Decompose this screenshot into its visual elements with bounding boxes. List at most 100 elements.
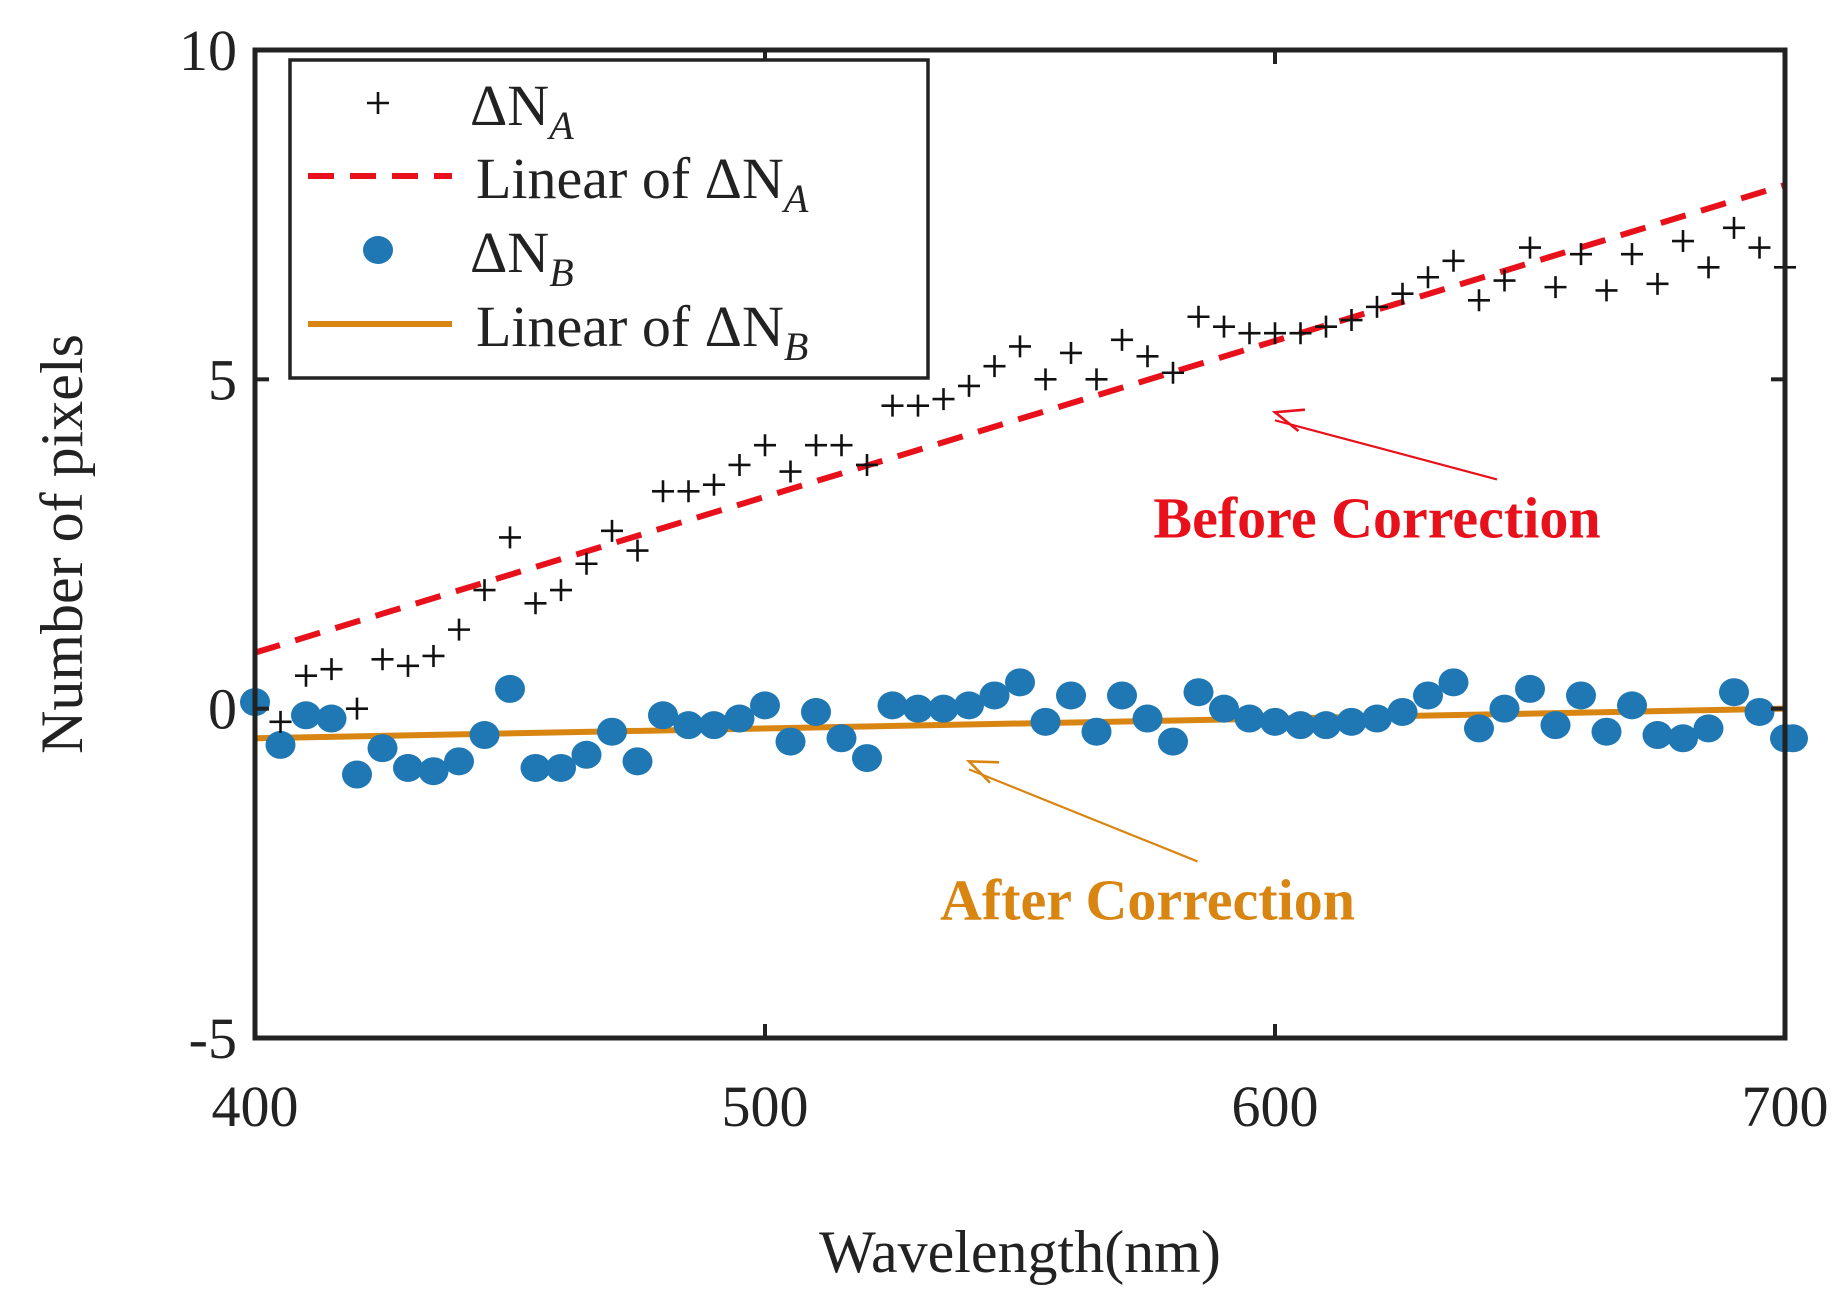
delta-nb-point [750,691,780,720]
delta-nb-point [1566,681,1596,710]
delta-na-point [805,434,827,457]
series-layer [240,182,1808,789]
delta-nb-point [877,691,908,720]
delta-na-point [1595,279,1618,302]
delta-nb-point [1081,717,1112,746]
delta-na-point [295,664,317,687]
y-tick-label: 5 [208,347,237,412]
delta-na-point [1009,335,1031,358]
delta-na-point [1187,305,1210,328]
delta-nb-point [954,691,984,720]
linear-fit-b-line [254,705,1786,742]
delta-na-point [346,697,368,720]
delta-na-point [1442,249,1465,272]
x-tick-label: 600 [1232,1074,1319,1139]
delta-na-point [1723,216,1745,239]
delta-na-point [779,460,802,483]
annotation-text: Before Correction [1153,485,1600,550]
delta-nb-point [1336,707,1367,736]
delta-na-point [626,539,649,562]
delta-na-point [1213,315,1235,338]
legend-label-subscript: B [549,250,573,295]
linear-fit-a-line [254,182,1786,656]
delta-na-point [601,519,623,542]
delta-nb-point [1158,727,1188,756]
delta-nb-point [1693,714,1724,743]
delta-na-point [1111,328,1133,351]
delta-nb-point [1591,717,1622,746]
delta-na-point [728,453,751,476]
delta-na-point [1519,236,1541,259]
delta-nb-point [1183,678,1214,707]
delta-nb-point [775,727,806,756]
legend-marker-delta-nb [363,236,393,264]
delta-na-point [1238,322,1261,345]
delta-nb-point [495,674,525,703]
legend-label: ΔNB [470,220,574,295]
delta-nb-point [546,753,576,782]
delta-nb-point [979,681,1010,710]
delta-na-point [1034,368,1057,391]
delta-na-point [830,434,853,457]
delta-nb-point [1209,694,1239,723]
delta-nb-point [1489,694,1520,723]
x-axis-label: Wavelength(nm) [819,1219,1221,1285]
delta-na-point [499,526,521,549]
delta-nb-point [1413,681,1443,710]
delta-na-point [907,394,929,417]
delta-na-point [1366,295,1388,318]
delta-na-point [983,355,1006,378]
plot-frame [252,47,1788,1041]
delta-nb-point [699,711,729,740]
y-tick-label: 10 [179,18,237,83]
legend-label-name: ΔN [470,220,549,285]
delta-na-point [1391,282,1414,305]
delta-na-point [1340,309,1363,332]
delta-nb-point [1387,697,1418,726]
delta-na-point [958,374,980,397]
annotation-arrowhead [1271,408,1306,432]
delta-na-point [371,648,394,671]
x-tick-label: 500 [722,1074,809,1139]
delta-nb-point [444,747,474,776]
delta-nb-point [1719,678,1749,707]
delta-na-point [448,618,470,641]
delta-na-point [703,473,725,496]
ticks-layer: 400 500 600 700 -5 0 5 10 [179,18,1829,1139]
legend-label-name: ΔN [470,73,549,138]
delta-nb-point [928,694,959,723]
delta-nb-point [571,740,602,769]
delta-nb-point [1132,704,1163,733]
delta-na-point [320,658,343,681]
delta-nb-point [1030,707,1061,736]
delta-na-point [575,552,598,575]
delta-na-point [1417,266,1439,289]
y-tick-label: 0 [208,677,237,742]
delta-nb-point [291,701,321,730]
annotation-arrow [1274,419,1498,481]
delta-nb-point [1438,668,1469,697]
legend-label-name: Linear of ΔN [476,294,784,359]
legend-label: Linear of ΔNA [476,146,809,221]
delta-nb-point [597,717,627,746]
delta-nb-point [1056,681,1086,710]
delta-nb-point [903,694,933,723]
delta-nb-point [1362,704,1392,733]
legend-label: Linear of ΔNB [476,294,808,369]
delta-nb-point [1515,674,1545,703]
legend-marker-delta-na [367,92,389,114]
annotation-arrow [968,768,1198,863]
legend-label-subscript: A [546,103,574,148]
legend-label-subscript: B [784,324,808,369]
delta-na-point [1621,243,1643,266]
legend-label: ΔNA [470,73,574,148]
delta-nb-point [1260,707,1290,736]
delta-na-point [1136,345,1159,368]
annotation-arrowhead [965,759,1000,784]
delta-nb-point [622,747,653,776]
legend-label-name: Linear of ΔN [476,146,784,211]
delta-na-point [754,434,776,457]
delta-na-point [1085,368,1108,391]
